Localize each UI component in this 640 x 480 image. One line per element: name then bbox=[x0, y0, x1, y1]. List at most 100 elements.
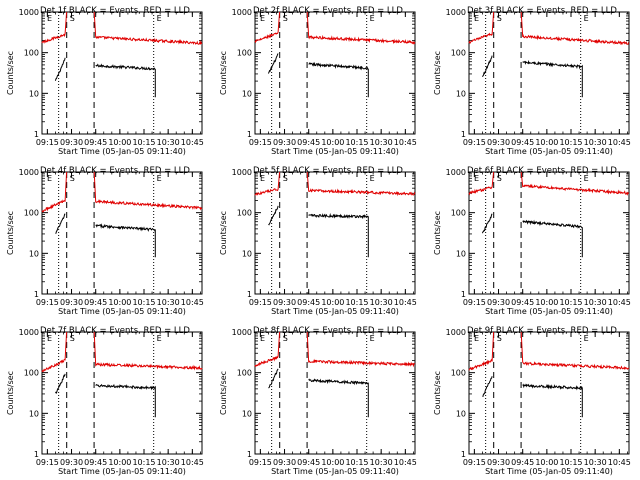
y-tick-label: 100 bbox=[237, 209, 252, 218]
y-tick-label: 10 bbox=[29, 409, 39, 418]
x-tick-label: 10:15 bbox=[132, 298, 155, 307]
x-axis-label: Start Time (05-Jan-05 09:11:40) bbox=[485, 467, 613, 476]
lld-series-line bbox=[306, 11, 416, 45]
lld-series-line bbox=[41, 171, 68, 213]
marker-label: S bbox=[283, 334, 288, 343]
lld-series-line bbox=[520, 11, 630, 46]
plot-frame bbox=[41, 11, 203, 135]
y-tick-label: 10 bbox=[456, 89, 466, 98]
x-tick-label: 10:00 bbox=[108, 458, 131, 467]
x-tick-label: 10:30 bbox=[584, 298, 607, 307]
y-tick-label: 1 bbox=[461, 130, 466, 139]
y-tick-label: 10 bbox=[29, 249, 39, 258]
lld-series-line bbox=[520, 331, 630, 371]
y-tick-label: 1 bbox=[247, 130, 252, 139]
marker-label: E bbox=[157, 14, 162, 23]
x-tick-label: 10:15 bbox=[559, 138, 582, 147]
x-tick-label: 10:15 bbox=[345, 298, 368, 307]
events-series-line bbox=[308, 61, 369, 98]
x-tick-label: 09:30 bbox=[273, 458, 296, 467]
x-tick-label: 10:15 bbox=[345, 458, 368, 467]
events-series-line bbox=[268, 368, 279, 389]
y-axis-label: Counts/sec bbox=[433, 51, 442, 95]
panel-1: Det 1f BLACK = Events, RED = LLD 1 10 100 10… bbox=[6, 6, 204, 156]
y-axis-label: Counts/sec bbox=[433, 371, 442, 415]
panel-7: Det 7f BLACK = Events, RED = LLD 1 10 100 10… bbox=[6, 326, 204, 476]
x-tick-label: 10:30 bbox=[370, 458, 393, 467]
x-tick-label: 10:45 bbox=[181, 138, 204, 147]
y-tick-label: 1000 bbox=[232, 328, 252, 337]
lld-series-line bbox=[520, 171, 630, 196]
y-tick-label: 1000 bbox=[232, 168, 252, 177]
panel-title: Det 4f BLACK = Events, RED = LLD bbox=[40, 166, 190, 176]
x-tick-label: 09:45 bbox=[84, 458, 107, 467]
x-tick-label: 10:15 bbox=[345, 138, 368, 147]
y-tick-label: 1000 bbox=[19, 328, 39, 337]
marker-label: E bbox=[47, 334, 52, 343]
panel-title: Det 5f BLACK = Events, RED = LLD bbox=[253, 166, 403, 176]
y-axis-label: Counts/sec bbox=[219, 211, 228, 255]
marker-label: E bbox=[157, 174, 162, 183]
x-tick-label: 09:30 bbox=[487, 138, 510, 147]
y-tick-label: 100 bbox=[24, 49, 39, 58]
x-tick-label: 09:30 bbox=[487, 458, 510, 467]
lld-series-line bbox=[306, 331, 416, 368]
plot-frame bbox=[41, 171, 203, 295]
x-tick-label: 10:00 bbox=[108, 138, 131, 147]
y-axis-label: Counts/sec bbox=[6, 51, 15, 95]
x-tick-label: 09:45 bbox=[511, 458, 534, 467]
lld-series-line bbox=[93, 11, 202, 45]
marker-label: S bbox=[497, 334, 502, 343]
y-axis-label: Counts/sec bbox=[219, 371, 228, 415]
events-series-line bbox=[482, 376, 493, 397]
y-tick-label: 1000 bbox=[446, 168, 466, 177]
panel-title: Det 1f BLACK = Events, RED = LLD bbox=[40, 6, 190, 16]
x-axis-label: Start Time (05-Jan-05 09:11:40) bbox=[271, 147, 399, 156]
marker-label: S bbox=[497, 174, 502, 183]
x-tick-label: 10:00 bbox=[321, 458, 344, 467]
events-series-line bbox=[522, 219, 583, 258]
x-tick-label: 10:30 bbox=[370, 138, 393, 147]
events-series-line bbox=[308, 212, 369, 258]
x-tick-label: 09:15 bbox=[249, 458, 272, 467]
x-tick-label: 09:15 bbox=[249, 138, 272, 147]
marker-label: E bbox=[474, 334, 479, 343]
marker-label: E bbox=[260, 334, 265, 343]
y-tick-label: 100 bbox=[451, 369, 466, 378]
marker-label: E bbox=[370, 334, 375, 343]
plot-frame bbox=[254, 171, 416, 295]
events-series-line bbox=[481, 213, 493, 234]
lld-series-line bbox=[254, 331, 281, 368]
y-axis-label: Counts/sec bbox=[433, 211, 442, 255]
panel-title: Det 9f BLACK = Events, RED = LLD bbox=[467, 326, 617, 336]
y-axis-label: Counts/sec bbox=[6, 371, 15, 415]
panel-title: Det 3f BLACK = Events, RED = LLD bbox=[467, 6, 617, 16]
x-tick-label: 09:15 bbox=[36, 138, 59, 147]
marker-label: E bbox=[47, 174, 52, 183]
x-tick-label: 10:45 bbox=[394, 298, 417, 307]
x-axis-label: Start Time (05-Jan-05 09:11:40) bbox=[58, 307, 186, 316]
y-axis-label: Counts/sec bbox=[6, 211, 15, 255]
x-axis-label: Start Time (05-Jan-05 09:11:40) bbox=[58, 147, 186, 156]
x-tick-label: 10:30 bbox=[157, 298, 180, 307]
x-tick-label: 10:00 bbox=[321, 138, 344, 147]
y-tick-label: 10 bbox=[29, 89, 39, 98]
y-tick-label: 100 bbox=[237, 49, 252, 58]
events-series-line bbox=[55, 213, 66, 234]
x-tick-label: 09:30 bbox=[60, 138, 83, 147]
marker-label: E bbox=[260, 14, 265, 23]
marker-label: E bbox=[370, 174, 375, 183]
plot-frame bbox=[468, 171, 630, 295]
y-tick-label: 1000 bbox=[19, 8, 39, 17]
y-tick-label: 1 bbox=[34, 450, 39, 459]
marker-label: E bbox=[157, 334, 162, 343]
y-axis-label: Counts/sec bbox=[219, 51, 228, 95]
y-tick-label: 1 bbox=[461, 450, 466, 459]
y-tick-label: 100 bbox=[24, 369, 39, 378]
y-tick-label: 1000 bbox=[446, 8, 466, 17]
lld-series-line bbox=[41, 11, 68, 44]
x-tick-label: 09:45 bbox=[297, 298, 320, 307]
events-series-line bbox=[308, 378, 369, 418]
events-series-line bbox=[522, 59, 583, 98]
panel-3: Det 3f BLACK = Events, RED = LLD 1 10 100 10… bbox=[433, 6, 631, 156]
